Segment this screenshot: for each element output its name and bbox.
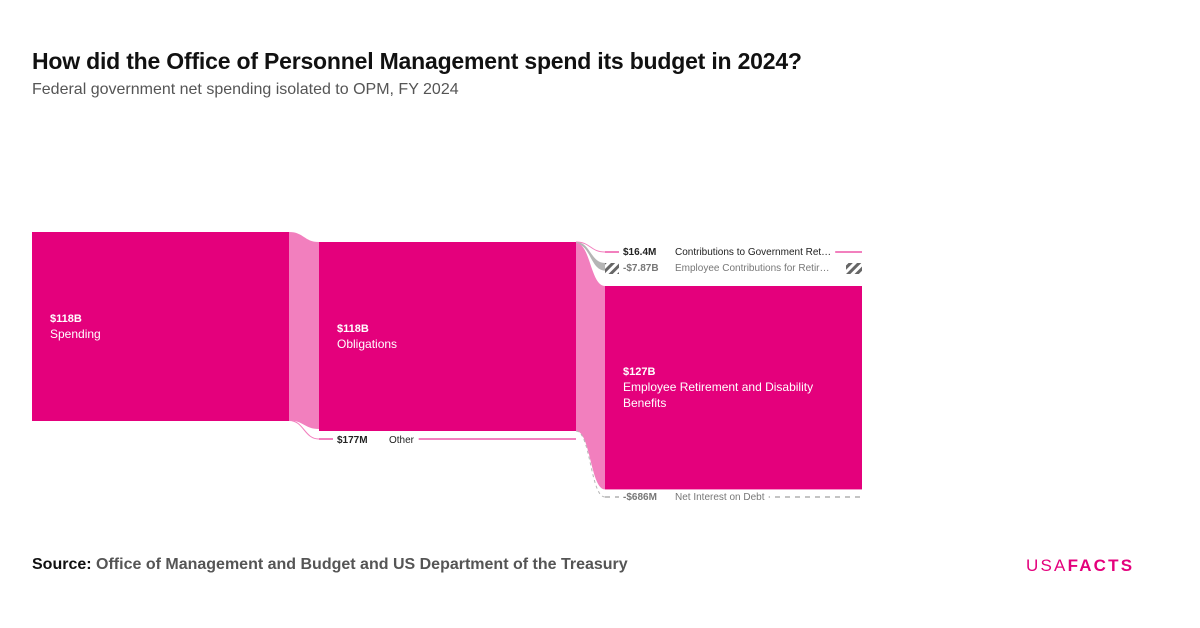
link-spending-obligations — [289, 232, 319, 429]
usafacts-logo[interactable]: USAFACTS — [1026, 556, 1134, 576]
contrib-gov-name-label: Contributions to Government Ret… — [675, 247, 831, 258]
net-interest-label-bg — [619, 491, 769, 504]
labels-layer: $118B Spending $118B Obligations $127B Employ… — [50, 246, 836, 504]
other-name-label: Other — [389, 435, 415, 446]
net-interest-name-label: Net Interest on Debt — [675, 492, 765, 503]
net-interest-value-label: -$686M — [623, 492, 657, 503]
link-obligations-retirement — [576, 243, 605, 490]
contrib-gov-label-bg — [619, 246, 836, 259]
node-employee-contrib-hatch-left[interactable] — [605, 263, 620, 274]
spending-name-label: Spending — [50, 327, 101, 341]
nodes-layer — [32, 232, 862, 498]
contrib-gov-value-label: $16.4M — [623, 247, 656, 258]
spending-value-label: $118B — [50, 313, 82, 325]
other-value-label: $177M — [337, 435, 368, 446]
chart-subtitle: Federal government net spending isolated… — [32, 81, 459, 98]
logo-part-facts: FACTS — [1067, 556, 1135, 575]
node-retirement[interactable] — [605, 286, 862, 490]
link-obligations-net-interest — [575, 430, 606, 498]
retirement-name-label-2: Benefits — [623, 396, 666, 410]
link-obligations-contrib-gov — [575, 241, 606, 253]
source-line: Source: Office of Management and Budget … — [32, 556, 628, 574]
source-label: Source: — [32, 556, 92, 573]
node-employee-contrib-hatch-right[interactable] — [846, 263, 862, 274]
link-spending-other — [288, 420, 320, 440]
obligations-name-label: Obligations — [337, 337, 397, 351]
logo-part-usa: USA — [1026, 556, 1068, 575]
employee-contrib-value-label: -$7.87B — [623, 263, 659, 274]
employee-contrib-label-bg — [619, 262, 834, 275]
links-layer — [288, 232, 606, 498]
node-spending[interactable] — [32, 232, 289, 421]
employee-contrib-name-label: Employee Contributions for Retir… — [675, 263, 830, 274]
link-obligations-employee-contrib — [576, 242, 605, 271]
source-text: Office of Management and Budget and US D… — [96, 556, 628, 573]
chart-title: How did the Office of Personnel Manageme… — [32, 48, 802, 74]
retirement-name-label: Employee Retirement and Disability — [623, 380, 813, 394]
node-obligations[interactable] — [319, 242, 576, 431]
obligations-value-label: $118B — [337, 323, 369, 335]
other-label-bg — [333, 434, 419, 447]
retirement-value-label: $127B — [623, 366, 655, 378]
